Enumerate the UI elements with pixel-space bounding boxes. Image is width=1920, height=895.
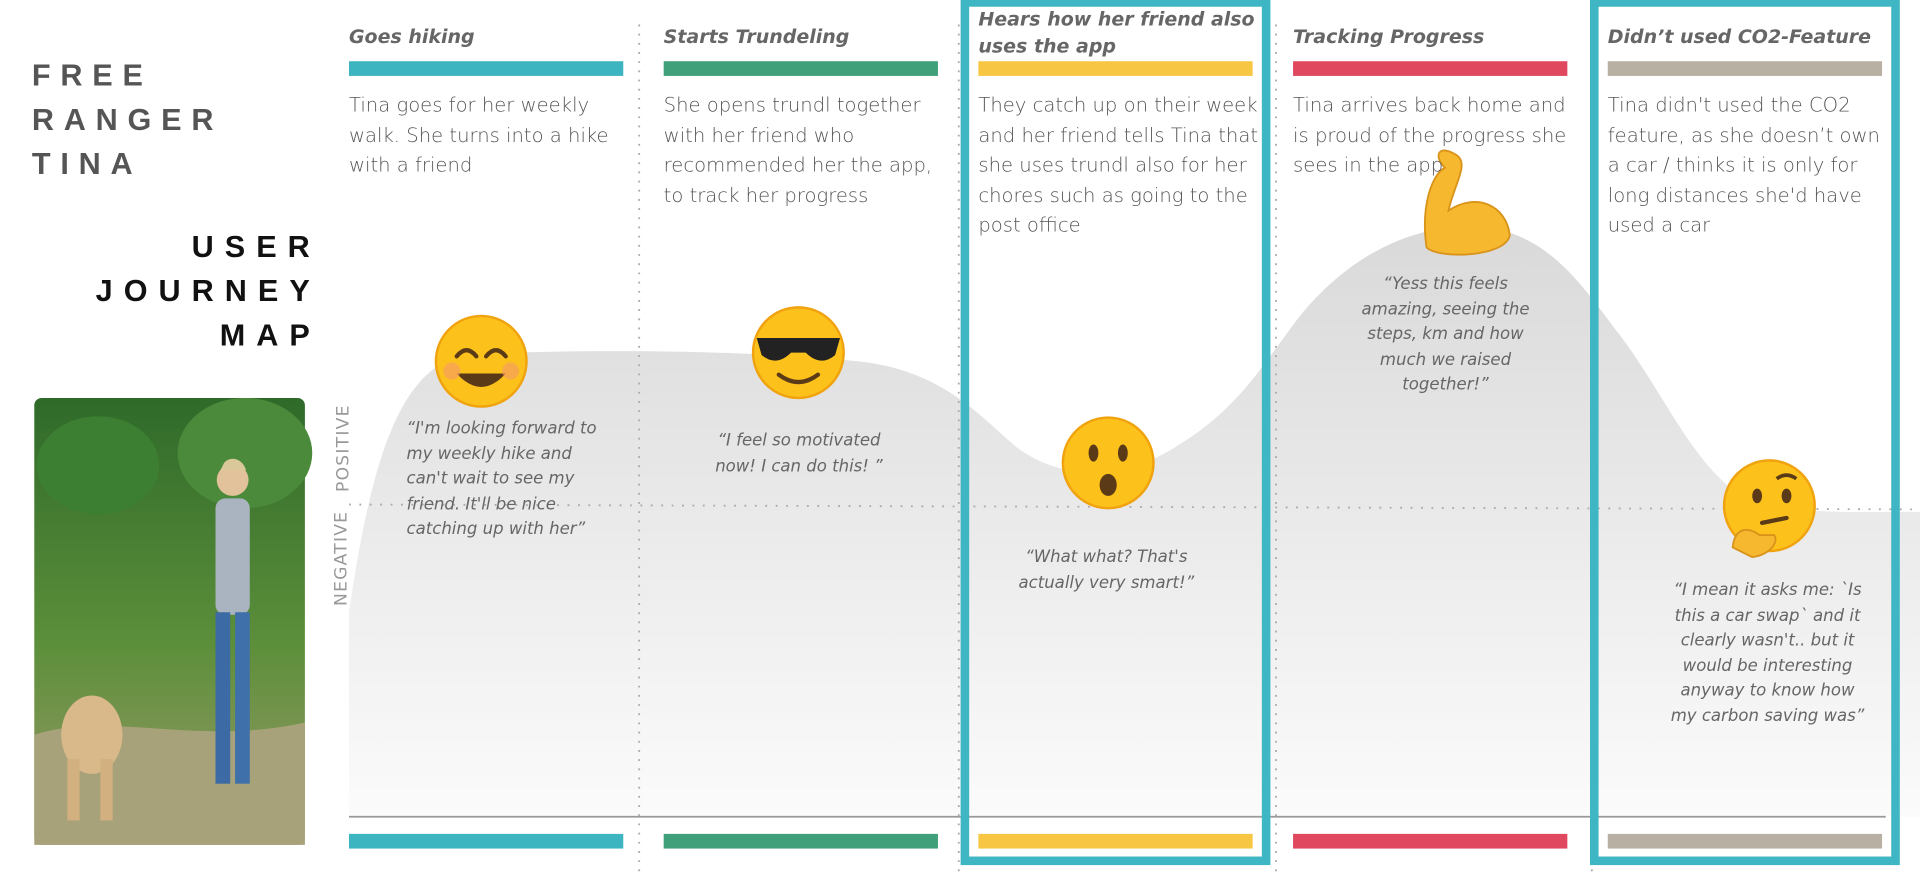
stage-quote: “I mean it asks me: `Is this a car swap`… (1670, 580, 1865, 726)
neutral-line (348, 503, 1920, 511)
axis-positive: POSITIVE (334, 404, 354, 492)
emoji (751, 306, 845, 400)
stage-bar (663, 61, 938, 76)
emoji-eye (1781, 488, 1792, 504)
emoji-mouth (776, 372, 821, 385)
stage-title: Hears how her friend also uses the app (978, 8, 1255, 58)
emoji-hand (1731, 529, 1777, 559)
highlight-box (1590, 0, 1900, 866)
emoji-eye (1752, 488, 1763, 504)
stage-description: Tina arrives back home and is proud of t… (1293, 93, 1567, 177)
stage-quote: “I feel so motivated now! I can do this!… (715, 431, 883, 476)
stage-quote: “Yess this feels amazing, seeing the ste… (1361, 274, 1530, 395)
stage-bar-bottom (1293, 833, 1568, 849)
title-line: FREE (31, 58, 153, 94)
axis-negative: NEGATIVE (331, 510, 352, 606)
emoji-eye (1088, 444, 1099, 462)
stage-bar (1293, 61, 1568, 76)
stage-bar (348, 61, 624, 76)
stage-description: She opens trundl together with her frien… (663, 93, 933, 207)
stage-title: Goes hiking (348, 25, 475, 48)
emojis (434, 149, 1816, 559)
emoji (1722, 459, 1816, 559)
emoji-cheek (443, 362, 461, 380)
stage-bar (978, 61, 1253, 76)
emoji-eye (454, 348, 508, 359)
emoji-mouth (456, 373, 506, 387)
emoji-mouth (1759, 515, 1789, 526)
stage-title: Starts Trundeling (663, 25, 850, 48)
photo (34, 397, 313, 845)
emoji-brow (1775, 473, 1798, 481)
highlight-box (960, 0, 1271, 866)
stage-title: Didn’t used CO2-Feature (1607, 25, 1872, 48)
emotion-curve (348, 226, 1920, 817)
emoji-face (434, 314, 528, 408)
stage-bar-bottom (348, 833, 624, 849)
title-line: RANGER (31, 102, 224, 138)
stage-bar-bottom (1607, 833, 1883, 849)
stage-description: They catch up on their week and her frie… (978, 93, 1259, 237)
emoji (434, 314, 528, 408)
stage-bar (1607, 61, 1883, 76)
emoji-arm (1423, 149, 1511, 256)
emoji-cheek (502, 362, 520, 380)
stage-bar-bottom (663, 833, 938, 849)
emoji (1423, 149, 1511, 256)
stage-quote: “What what? That's actually very smart!” (1018, 547, 1195, 593)
emoji-eye (1117, 444, 1128, 462)
emoji-face (1061, 416, 1155, 510)
subtitle-line: JOURNEY (95, 274, 321, 309)
stage-bar-bottom (978, 833, 1253, 849)
stage-description: Tina goes for her weekly walk. She turns… (348, 93, 609, 177)
stage-quote: “I'm looking forward to my weekly hike a… (406, 418, 597, 539)
emoji-mouth (1099, 473, 1117, 496)
subtitle-line: MAP (219, 318, 321, 353)
title-line: TINA (31, 146, 143, 182)
emoji (1061, 416, 1155, 510)
emoji-glasses (756, 337, 841, 361)
stage-description: Tina didn't used the CO2 feature, as she… (1607, 93, 1880, 237)
subtitle-line: USER (191, 230, 321, 265)
stage-title: Tracking Progress (1293, 25, 1485, 48)
